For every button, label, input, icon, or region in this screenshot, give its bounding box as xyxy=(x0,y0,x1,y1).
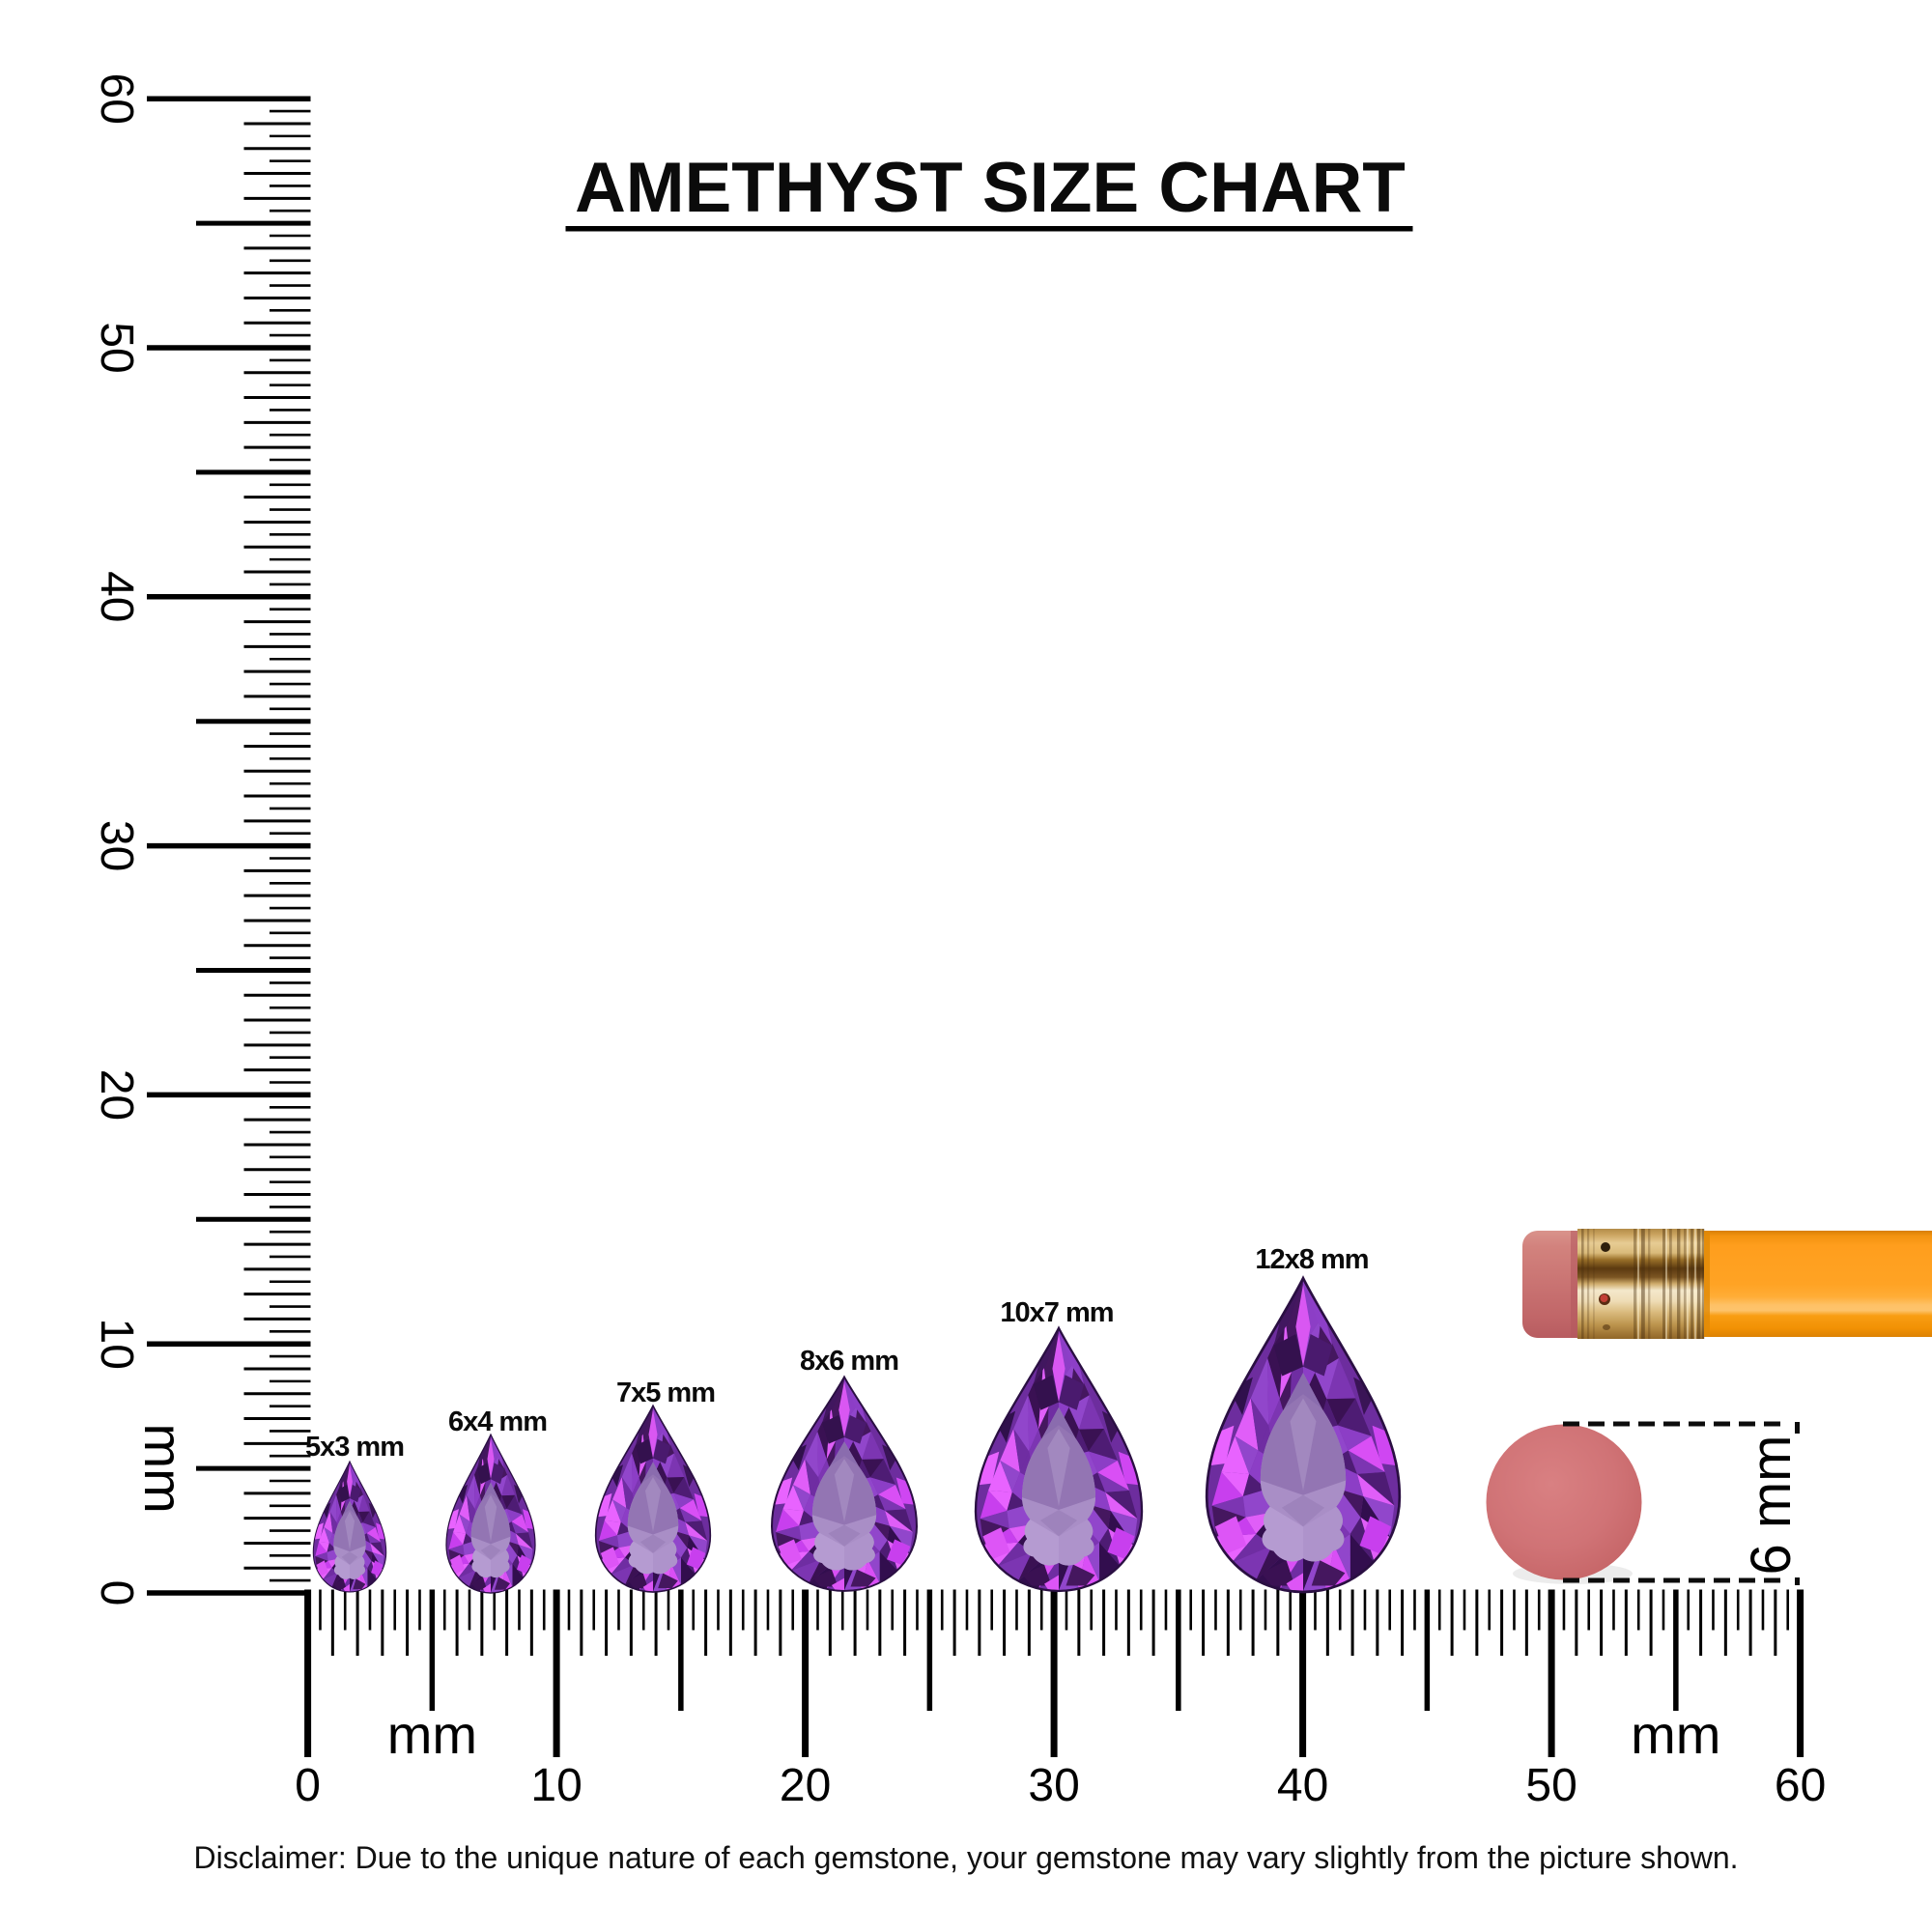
svg-text:8x6 mm: 8x6 mm xyxy=(800,1346,898,1377)
svg-text:30: 30 xyxy=(1028,1760,1079,1811)
svg-text:30: 30 xyxy=(91,820,142,871)
svg-text:12x8 mm: 12x8 mm xyxy=(1255,1244,1368,1275)
svg-text:20: 20 xyxy=(780,1760,831,1811)
svg-text:0: 0 xyxy=(295,1760,321,1811)
svg-text:60: 60 xyxy=(91,73,142,125)
svg-text:0: 0 xyxy=(91,1580,142,1606)
svg-text:6x4 mm: 6x4 mm xyxy=(448,1406,547,1437)
svg-text:50: 50 xyxy=(91,322,142,373)
svg-text:20: 20 xyxy=(91,1069,142,1121)
svg-text:AMETHYST SIZE CHART: AMETHYST SIZE CHART xyxy=(575,149,1406,227)
svg-text:5x3 mm: 5x3 mm xyxy=(305,1432,404,1463)
svg-text:mm: mm xyxy=(387,1704,477,1765)
svg-text:40: 40 xyxy=(91,571,142,622)
svg-text:Disclaimer: Due to the unique: Disclaimer: Due to the unique nature of … xyxy=(194,1840,1739,1875)
svg-text:60: 60 xyxy=(1775,1760,1826,1811)
svg-text:mm: mm xyxy=(133,1423,194,1513)
svg-text:10: 10 xyxy=(91,1319,142,1370)
svg-text:6 mm: 6 mm xyxy=(1740,1435,1803,1576)
svg-text:50: 50 xyxy=(1525,1760,1577,1811)
svg-text:10: 10 xyxy=(530,1760,582,1811)
svg-text:mm: mm xyxy=(1631,1704,1720,1765)
svg-text:7x5 mm: 7x5 mm xyxy=(616,1378,715,1408)
svg-text:10x7 mm: 10x7 mm xyxy=(1000,1297,1113,1328)
svg-text:40: 40 xyxy=(1277,1760,1328,1811)
